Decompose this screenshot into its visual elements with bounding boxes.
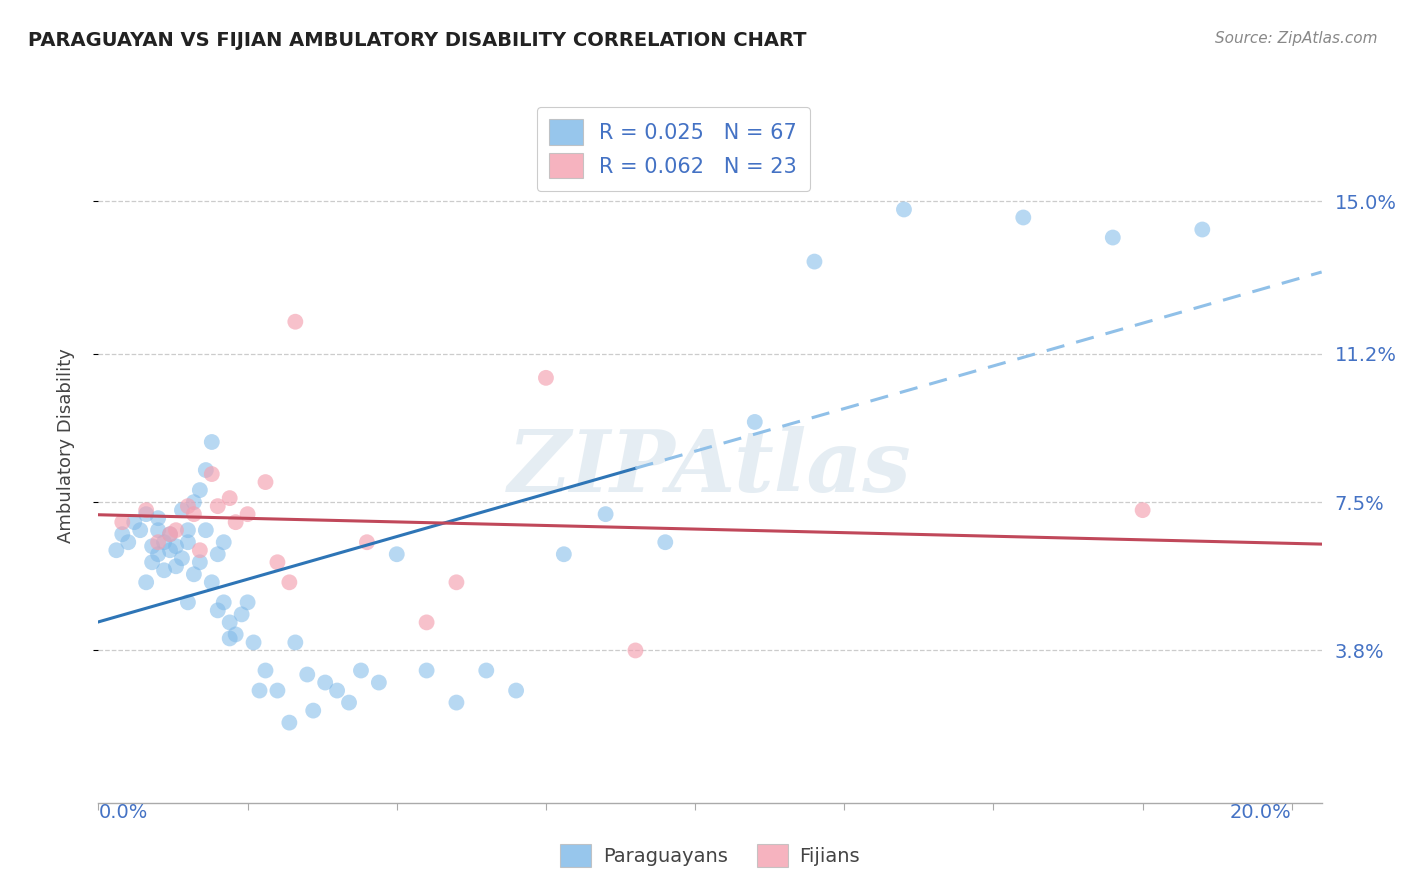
Point bbox=[350, 664, 373, 678]
Point bbox=[218, 632, 240, 646]
Point bbox=[744, 415, 766, 429]
Point bbox=[212, 595, 235, 609]
Point bbox=[207, 547, 229, 561]
Point bbox=[201, 435, 224, 450]
Point bbox=[1191, 222, 1213, 236]
Point bbox=[194, 463, 217, 477]
Point bbox=[415, 615, 437, 630]
Point bbox=[249, 683, 271, 698]
Point bbox=[212, 535, 235, 549]
Point bbox=[159, 543, 181, 558]
Point bbox=[183, 495, 205, 509]
Point bbox=[803, 254, 825, 268]
Point bbox=[242, 635, 264, 649]
Legend: Paraguayans, Fijians: Paraguayans, Fijians bbox=[553, 836, 868, 875]
Point bbox=[505, 683, 527, 698]
Point bbox=[170, 551, 193, 566]
Point bbox=[122, 515, 145, 529]
Point bbox=[188, 555, 211, 569]
Point bbox=[297, 667, 319, 681]
Text: ZIPAtlas: ZIPAtlas bbox=[508, 425, 912, 509]
Point bbox=[141, 555, 163, 569]
Point bbox=[337, 696, 360, 710]
Y-axis label: Ambulatory Disability: Ambulatory Disability bbox=[56, 349, 75, 543]
Point bbox=[595, 507, 617, 521]
Point bbox=[188, 483, 211, 497]
Point bbox=[111, 515, 134, 529]
Point bbox=[165, 559, 187, 574]
Text: Source: ZipAtlas.com: Source: ZipAtlas.com bbox=[1215, 31, 1378, 46]
Point bbox=[254, 664, 277, 678]
Point bbox=[165, 539, 187, 553]
Point bbox=[183, 507, 205, 521]
Point bbox=[326, 683, 349, 698]
Point bbox=[201, 575, 224, 590]
Text: 20.0%: 20.0% bbox=[1230, 803, 1292, 822]
Point bbox=[367, 675, 389, 690]
Point bbox=[159, 527, 181, 541]
Point bbox=[188, 543, 211, 558]
Point bbox=[135, 507, 157, 521]
Point bbox=[278, 575, 301, 590]
Point bbox=[284, 635, 307, 649]
Point bbox=[218, 615, 240, 630]
Point bbox=[553, 547, 575, 561]
Point bbox=[446, 575, 468, 590]
Point bbox=[177, 535, 200, 549]
Point bbox=[194, 523, 217, 537]
Point bbox=[153, 535, 176, 549]
Point bbox=[534, 371, 557, 385]
Point bbox=[146, 547, 169, 561]
Point bbox=[153, 563, 176, 577]
Text: PARAGUAYAN VS FIJIAN AMBULATORY DISABILITY CORRELATION CHART: PARAGUAYAN VS FIJIAN AMBULATORY DISABILI… bbox=[28, 31, 807, 50]
Point bbox=[475, 664, 498, 678]
Point bbox=[117, 535, 139, 549]
Point bbox=[201, 467, 224, 481]
Point bbox=[225, 515, 247, 529]
Point bbox=[146, 511, 169, 525]
Point bbox=[266, 555, 288, 569]
Point bbox=[165, 523, 187, 537]
Point bbox=[266, 683, 288, 698]
Point bbox=[236, 595, 259, 609]
Point bbox=[177, 523, 200, 537]
Point bbox=[624, 643, 647, 657]
Point bbox=[654, 535, 676, 549]
Point bbox=[356, 535, 378, 549]
Point bbox=[129, 523, 152, 537]
Point bbox=[135, 503, 157, 517]
Point bbox=[159, 527, 181, 541]
Point bbox=[177, 499, 200, 513]
Point bbox=[146, 535, 169, 549]
Point bbox=[254, 475, 277, 489]
Point bbox=[207, 603, 229, 617]
Point bbox=[135, 575, 157, 590]
Point bbox=[302, 704, 325, 718]
Point bbox=[146, 523, 169, 537]
Point bbox=[105, 543, 128, 558]
Point bbox=[278, 715, 301, 730]
Point bbox=[314, 675, 336, 690]
Point bbox=[218, 491, 240, 505]
Point bbox=[236, 507, 259, 521]
Point bbox=[183, 567, 205, 582]
Point bbox=[225, 627, 247, 641]
Text: 0.0%: 0.0% bbox=[98, 803, 148, 822]
Point bbox=[893, 202, 915, 217]
Point bbox=[446, 696, 468, 710]
Point bbox=[111, 527, 134, 541]
Point bbox=[284, 315, 307, 329]
Point bbox=[1101, 230, 1123, 244]
Point bbox=[1132, 503, 1154, 517]
Point bbox=[231, 607, 253, 622]
Point bbox=[170, 503, 193, 517]
Point bbox=[385, 547, 408, 561]
Point bbox=[1012, 211, 1035, 225]
Point bbox=[177, 595, 200, 609]
Point bbox=[141, 539, 163, 553]
Point bbox=[415, 664, 437, 678]
Point bbox=[207, 499, 229, 513]
